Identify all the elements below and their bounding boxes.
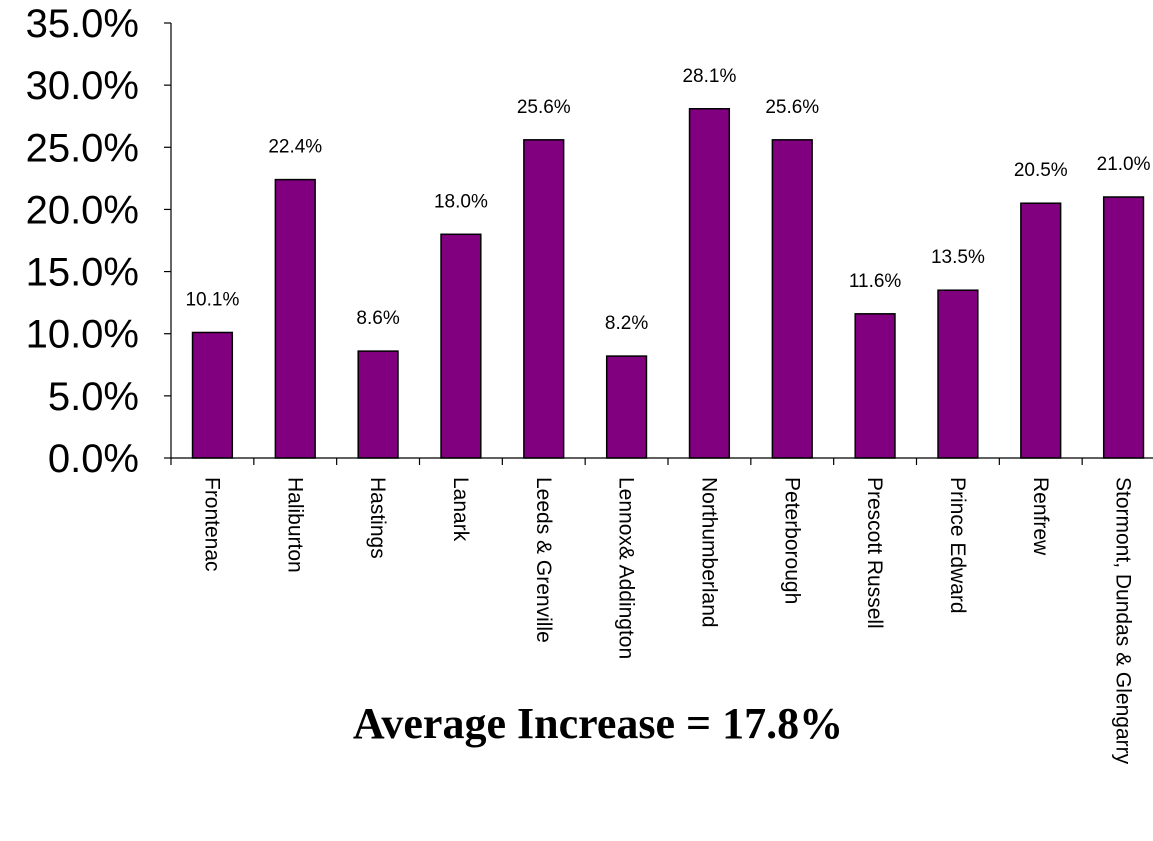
x-tick-label: Lennox& Addington <box>615 477 638 659</box>
x-tick-label: Haliburton <box>283 477 306 573</box>
x-tick-label: Prescott Russell <box>863 477 886 629</box>
data-label: 10.1% <box>185 289 239 310</box>
bar <box>937 289 979 459</box>
data-label: 21.0% <box>1097 154 1151 175</box>
y-axis: 0.0% 5.0% 10.0% 15.0% 20.0% 25.0% 30.0% 35.0% <box>26 2 172 481</box>
data-label: 22.4% <box>268 137 322 158</box>
y-tick-label: 0.0% <box>48 437 139 481</box>
data-label: 25.6% <box>765 97 819 118</box>
y-tick-label: 5.0% <box>48 375 139 419</box>
x-axis: Frontenac Haliburton Hastings Lanark Leeds &… <box>170 457 1153 765</box>
x-tick-label: Renfrew <box>1029 477 1052 556</box>
y-tick-label: 20.0% <box>26 188 139 232</box>
data-label: 11.6% <box>849 271 902 292</box>
average-annotation: Average Increase = 17.8% <box>353 699 843 748</box>
bar <box>523 139 565 459</box>
x-tick-label: Peterborough <box>780 477 803 604</box>
x-tick-label: Lanark <box>449 477 472 542</box>
bar <box>1020 202 1062 459</box>
data-label: 18.0% <box>434 191 488 212</box>
bar <box>191 331 234 459</box>
bars: 10.1% 22.4% 8.6% 18.0% 25.6% 8.2% 28.1% 25.6% 11… <box>185 66 1151 459</box>
y-tick-label: 25.0% <box>26 126 139 170</box>
data-label: 25.6% <box>517 97 571 118</box>
data-label: 8.2% <box>605 313 648 334</box>
data-label: 13.5% <box>931 247 985 268</box>
bar <box>688 108 731 459</box>
data-label: 8.6% <box>356 308 399 329</box>
x-tick-label: Stormont, Dundas & Glengarry <box>1112 477 1135 765</box>
bar <box>854 313 896 459</box>
bar <box>274 178 316 459</box>
bar <box>357 350 399 459</box>
bar <box>771 139 813 459</box>
y-tick-label: 15.0% <box>26 251 139 295</box>
bar <box>1102 196 1145 459</box>
x-tick-label: Prince Edward <box>946 477 969 614</box>
x-tick-label: Frontenac <box>200 477 223 572</box>
x-tick-label: Hastings <box>366 477 389 559</box>
bar <box>605 355 648 459</box>
bar <box>440 233 482 459</box>
y-tick-label: 10.0% <box>26 313 139 357</box>
y-tick-label: 30.0% <box>26 64 139 108</box>
data-label: 20.5% <box>1014 160 1068 181</box>
data-label: 28.1% <box>682 66 736 87</box>
x-tick-label: Northumberland <box>697 477 720 628</box>
x-tick-label: Leeds & Grenville <box>532 477 555 643</box>
y-tick-label: 35.0% <box>26 2 139 46</box>
